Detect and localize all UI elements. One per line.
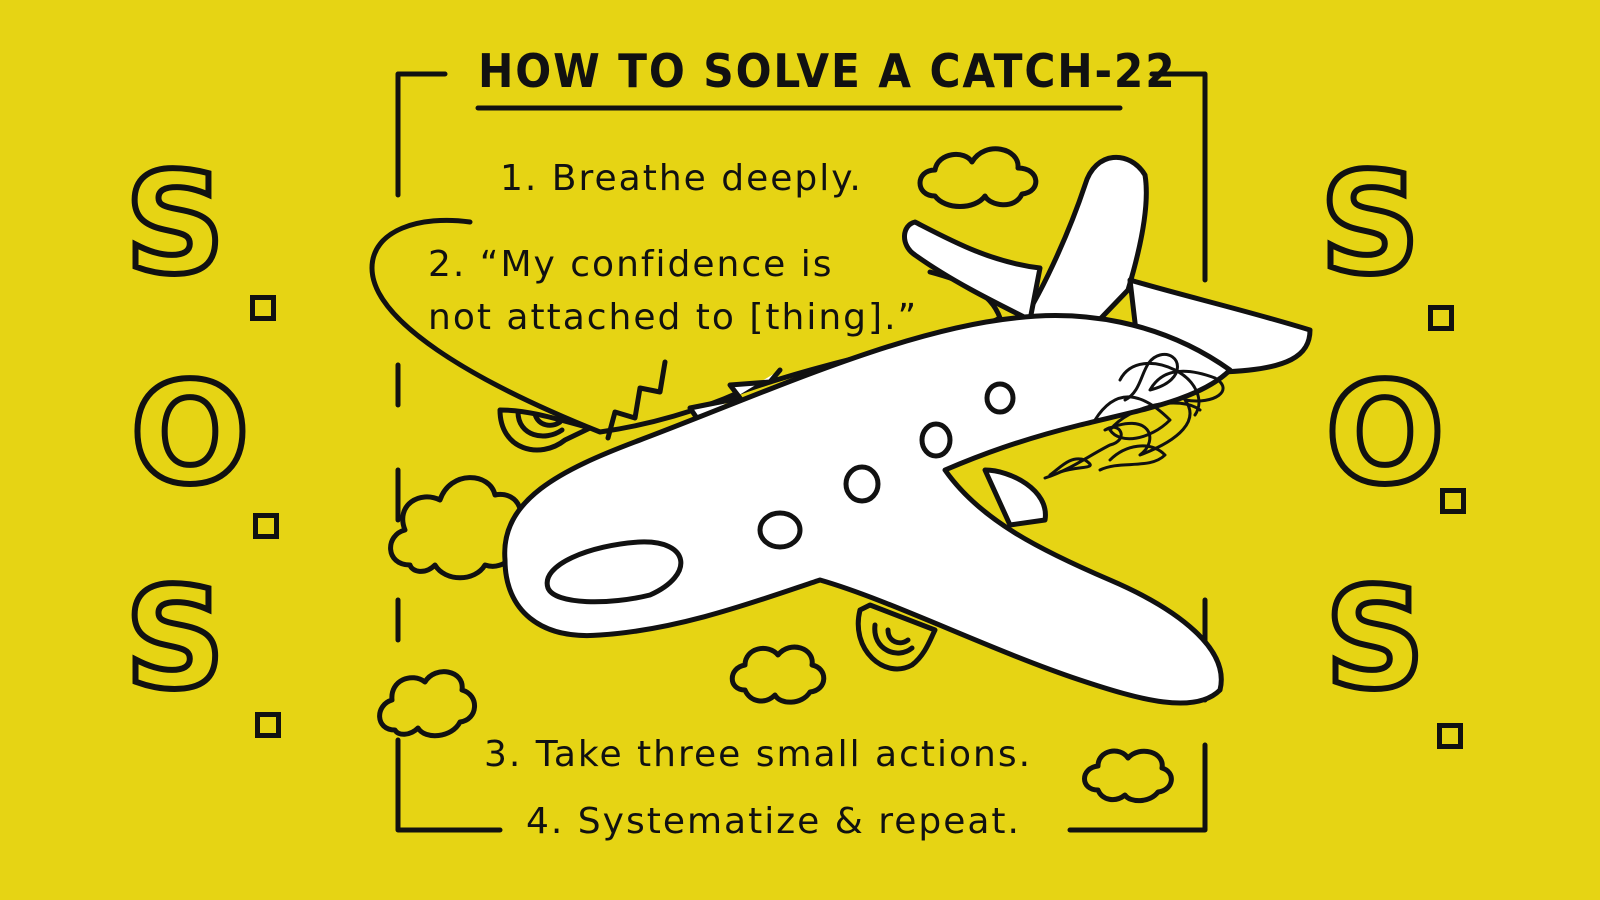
sos-right-s1: S bbox=[1295, 155, 1445, 295]
sos-dot bbox=[1440, 488, 1466, 514]
sos-dot bbox=[1428, 305, 1454, 331]
cloud bbox=[391, 478, 521, 578]
sos-right-o: O bbox=[1310, 365, 1460, 505]
page-title: HOW TO SOLVE A CATCH-22 bbox=[478, 44, 1177, 98]
step-2-line-1: 2. “My confidence is bbox=[428, 244, 834, 285]
step-2-line-2: not attached to [thing].” bbox=[428, 297, 918, 338]
sos-dot bbox=[250, 295, 276, 321]
sos-left-s1: S bbox=[100, 155, 250, 295]
cloud bbox=[380, 672, 475, 736]
sos-dot bbox=[253, 513, 279, 539]
sos-left-o: O bbox=[115, 365, 265, 505]
cloud bbox=[1085, 751, 1172, 801]
step-4: 4. Systematize & repeat. bbox=[526, 801, 1021, 842]
sos-right-s2: S bbox=[1300, 570, 1450, 710]
step-1: 1. Breathe deeply. bbox=[500, 158, 863, 199]
cloud bbox=[920, 149, 1036, 207]
sos-dot bbox=[1437, 723, 1463, 749]
sos-dot bbox=[255, 712, 281, 738]
sos-left-s2: S bbox=[100, 570, 250, 710]
cloud bbox=[732, 647, 824, 702]
step-3: 3. Take three small actions. bbox=[484, 734, 1032, 775]
engine-left bbox=[500, 410, 590, 450]
